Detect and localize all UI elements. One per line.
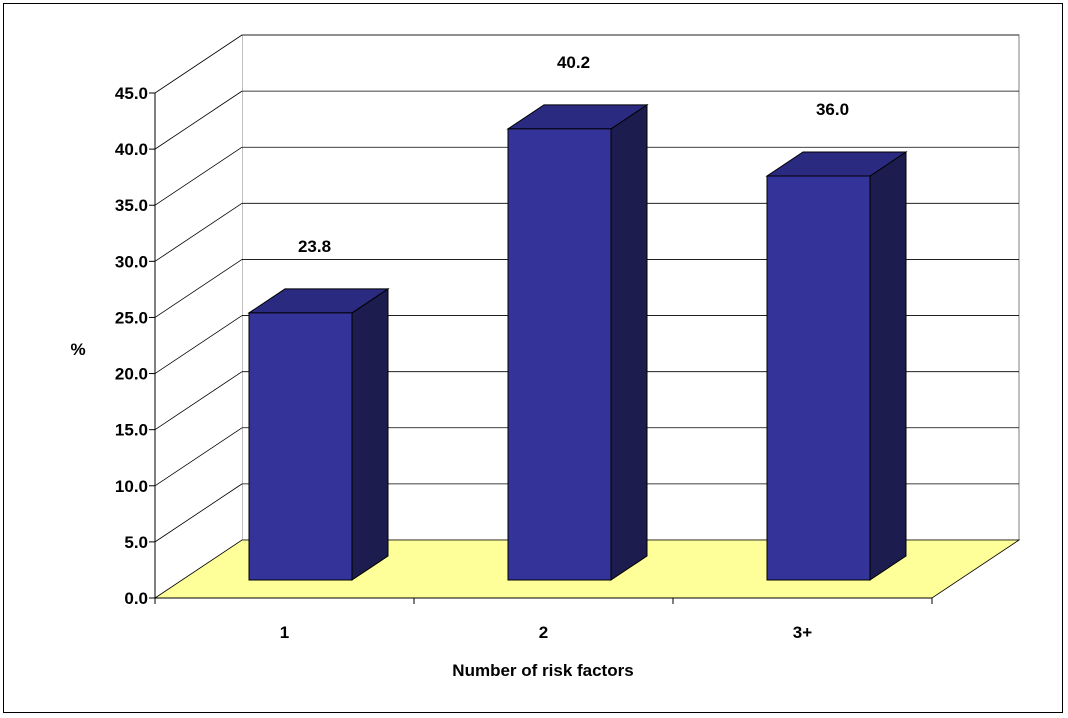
- side-wall: [155, 35, 242, 598]
- bar-front: [507, 128, 612, 581]
- bar: [247, 287, 390, 581]
- y-tick-label: 15.0: [115, 421, 148, 440]
- gridline-side-3: [154, 371, 243, 430]
- x-tick-label: 3+: [793, 623, 812, 642]
- y-tick-label: 20.0: [115, 365, 148, 384]
- gridline-side-4: [154, 315, 243, 374]
- bar-side: [351, 287, 389, 581]
- gridline-side-7: [154, 146, 243, 206]
- y-tick-label: 0.0: [124, 589, 148, 608]
- data-labels: 23.8 40.2 36.0: [298, 53, 849, 256]
- y-tick-label: 35.0: [115, 196, 148, 215]
- bar-side: [869, 151, 907, 581]
- bars: [247, 103, 908, 581]
- gridline-side-6: [154, 203, 243, 262]
- data-label: 40.2: [557, 53, 590, 72]
- gridline-side-1: [154, 483, 243, 543]
- y-axis: 0.0 5.0 10.0 15.0 20.0 25.0 30.0 35.0 40.0 45.0: [115, 84, 156, 608]
- bar: [765, 151, 908, 581]
- x-tick-label: 2: [539, 623, 548, 642]
- y-tick-label: 40.0: [115, 140, 148, 159]
- data-label: 23.8: [298, 237, 331, 256]
- bar-side: [610, 103, 648, 581]
- y-tick-label: 25.0: [115, 308, 148, 327]
- gridline-side-8: [154, 90, 243, 150]
- bar-front: [766, 175, 871, 581]
- y-axis-title: %: [70, 340, 85, 359]
- gridline-side-9: [154, 34, 243, 94]
- gridline-side-5: [154, 259, 243, 318]
- x-tick-label: 1: [280, 623, 289, 642]
- data-label: 36.0: [816, 100, 849, 119]
- x-axis-title: Number of risk factors: [452, 661, 633, 680]
- bar-front: [248, 312, 353, 581]
- y-tick-label: 45.0: [115, 84, 148, 103]
- y-tick-label: 10.0: [115, 477, 148, 496]
- gridline-side-2: [154, 427, 243, 487]
- y-tick-label: 30.0: [115, 252, 148, 271]
- y-tick-label: 5.0: [124, 533, 148, 552]
- bar: [506, 103, 649, 581]
- x-axis: 1 2 3+: [154, 597, 933, 642]
